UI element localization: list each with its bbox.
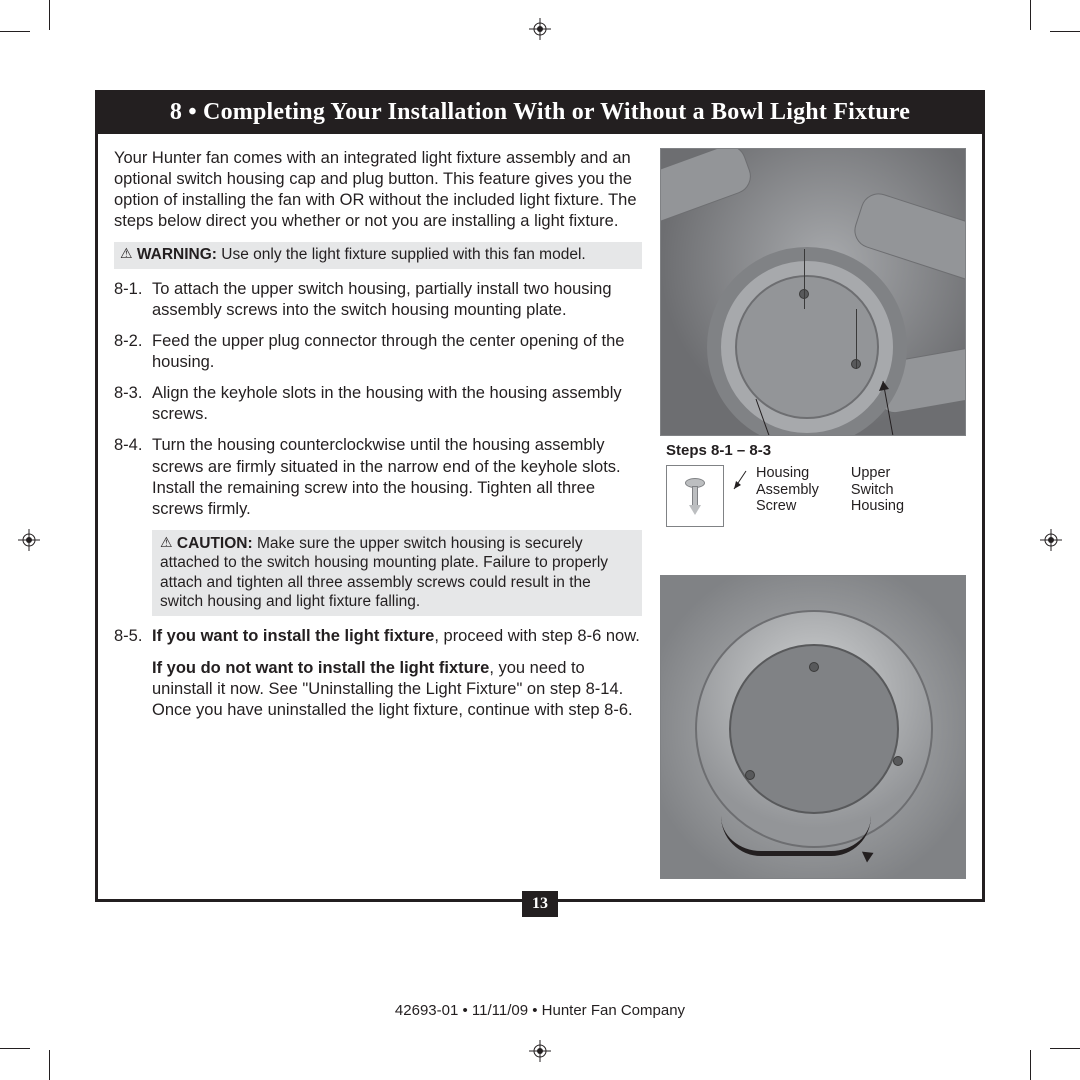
caution-icon: ⚠ [160,534,173,550]
caution-box: ⚠ CAUTION: Make sure the upper switch ho… [152,530,642,617]
warning-label: WARNING: [137,246,217,263]
step-text: Align the keyhole slots in the housing w… [152,383,642,425]
step-number: 8-5. [114,626,152,647]
registration-mark-icon [1040,529,1062,551]
assembly-screw [809,662,819,672]
crop-mark [49,0,50,30]
content-area: Your Hunter fan comes with an integrated… [98,134,982,899]
figure-1-callouts: HousingAssemblyScrew UpperSwitchHousing [660,465,966,527]
step5-rest1: , proceed with step 8-6 now. [434,627,639,645]
screw-icon [685,478,705,514]
crop-mark [0,31,30,32]
warning-text: Use only the light fixture supplied with… [221,246,585,263]
caution-label: CAUTION: [177,535,253,552]
figure-1 [660,148,966,436]
assembly-screw [745,770,755,780]
warning-box: ⚠ WARNING: Use only the light fixture su… [114,242,642,268]
crop-mark [1030,0,1031,30]
figure-column: Steps 8-1 – 8-3 HousingAssemblyScrew Upp… [660,148,966,879]
warning-icon: ⚠ [120,245,133,261]
footer-text: 42693-01 • 11/11/09 • Hunter Fan Company [0,1002,1080,1019]
crop-mark [1050,31,1080,32]
step-item: 8-3. Align the keyhole slots in the hous… [114,383,642,425]
step-item: 8-1. To attach the upper switch housing,… [114,279,642,321]
step-number: 8-2. [114,331,152,373]
step-text: Feed the upper plug connector through th… [152,331,642,373]
step-item: 8-2. Feed the upper plug connector throu… [114,331,642,373]
figure-1-caption: Steps 8-1 – 8-3 [660,436,966,465]
step-text: To attach the upper switch housing, part… [152,279,642,321]
rotation-arrow-icon [721,816,871,856]
figure-2 [660,575,966,879]
step-item: 8-4. Turn the housing counterclockwise u… [114,435,642,519]
callout-arrow-icon [732,465,748,515]
registration-mark-icon [18,529,40,551]
assembly-screw [893,756,903,766]
crop-mark [1030,1050,1031,1080]
step-text: If you want to install the light fixture… [152,626,642,647]
section-title-bar: 8 • Completing Your Installation With or… [98,93,982,134]
crop-mark [0,1048,30,1049]
step5-bold1: If you want to install the light fixture [152,627,434,645]
registration-mark-icon [529,18,551,40]
callout-housing-label: UpperSwitchHousing [851,465,904,515]
step-number: 8-3. [114,383,152,425]
step-text: Turn the housing counterclockwise until … [152,435,642,519]
text-column: Your Hunter fan comes with an integrated… [114,148,642,879]
callout-arrows-icon [661,149,966,436]
step5-sub: If you do not want to install the light … [152,658,642,721]
crop-mark [1050,1048,1080,1049]
step5-bold2: If you do not want to install the light … [152,659,489,677]
step-list: 8-1. To attach the upper switch housing,… [114,279,642,520]
section-number: 8 [170,99,182,125]
page-frame: 8 • Completing Your Installation With or… [95,90,985,902]
intro-paragraph: Your Hunter fan comes with an integrated… [114,148,642,232]
step-item: 8-5. If you want to install the light fi… [114,626,642,647]
step-list-continued: 8-5. If you want to install the light fi… [114,626,642,647]
registration-mark-icon [529,1040,551,1062]
callout-screw-label: HousingAssemblyScrew [756,465,819,515]
section-title: Completing Your Installation With or Wit… [203,99,910,125]
crop-mark [49,1050,50,1080]
step-number: 8-4. [114,435,152,519]
step-number: 8-1. [114,279,152,321]
screw-thumbnail [666,465,724,527]
page-number-badge: 13 [522,891,558,917]
